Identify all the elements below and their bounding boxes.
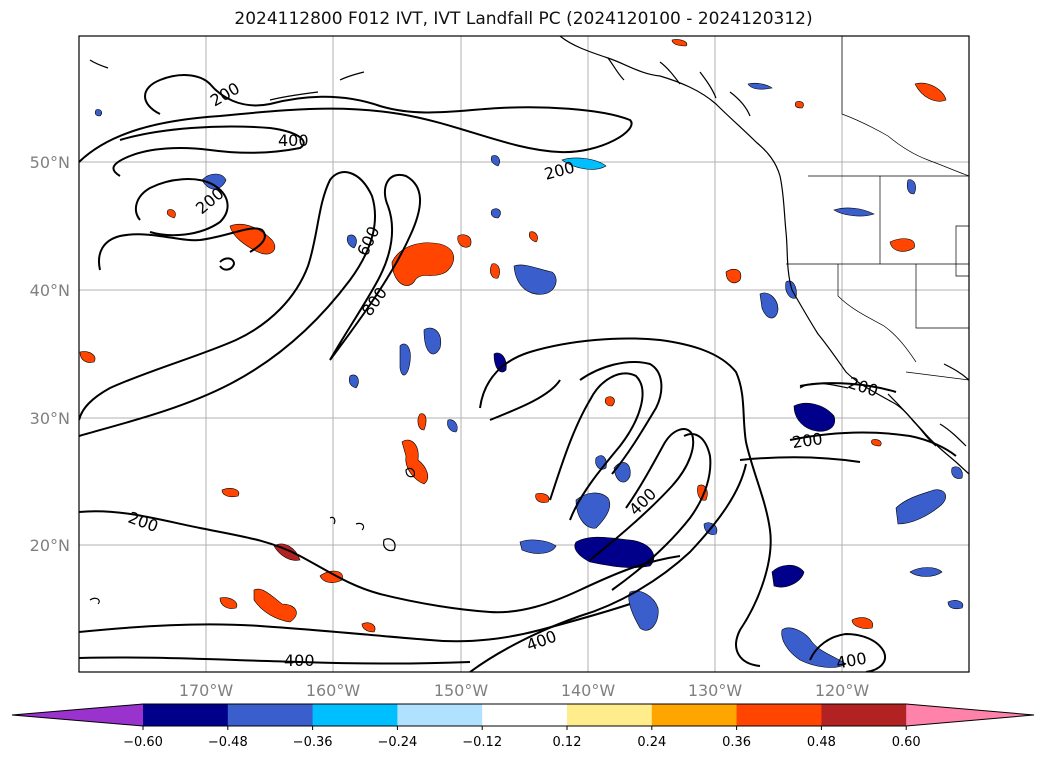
lat-label: 40°N [30, 281, 70, 300]
lon-label: 170°W [179, 681, 234, 700]
colorbar-extend-low [12, 704, 143, 726]
colorbar-tick-label: 0.12 [553, 735, 582, 750]
coastlines [89, 36, 969, 605]
lon-label: 160°W [306, 681, 361, 700]
contour-label: 400 [835, 649, 868, 673]
colorbar-segment [736, 704, 822, 726]
colorbar-segment [821, 704, 907, 726]
ivt-contours [79, 74, 957, 672]
lon-label: 120°W [815, 681, 870, 700]
colorbar-tick-label: 0.36 [722, 735, 751, 750]
colorbar-segment [651, 704, 738, 726]
colorbar-tick-label: −0.48 [208, 735, 248, 750]
contour-label: 200 [791, 429, 824, 452]
colorbar-segment [397, 704, 483, 726]
colorbar-segment [567, 704, 653, 726]
colorbar-tick-label: 0.60 [892, 735, 921, 750]
colorbar-segment [227, 704, 314, 726]
colorbar-tick-label: −0.36 [293, 735, 333, 750]
lon-label: 130°W [688, 681, 743, 700]
colorbar-segment [312, 704, 398, 726]
colorbar-tick-label: 0.48 [807, 735, 836, 750]
lat-label: 30°N [30, 409, 70, 428]
colorbar-tick-label: 0.24 [637, 735, 666, 750]
colorbar-tick-label: −0.24 [377, 735, 417, 750]
lat-label: 20°N [30, 536, 70, 555]
colorbar-tick-label: −0.12 [462, 735, 502, 750]
borders [786, 36, 969, 381]
colorbar-segment [143, 704, 229, 726]
map-title: 2024112800 F012 IVT, IVT Landfall PC (20… [234, 9, 813, 29]
map-frame [78, 35, 970, 673]
longitude-labels: 170°W 160°W 150°W 140°W 130°W 120°W [179, 681, 870, 700]
positive-pc-shading [79, 39, 947, 633]
lat-label: 50°N [30, 153, 70, 172]
colorbar: −0.60 −0.48 −0.36 −0.24 −0.12 0.12 0.24 0.36 0.4… [11, 703, 1035, 750]
contour-label: 400 [284, 651, 315, 670]
colorbar-tick-label: −0.60 [123, 735, 163, 750]
lon-label: 150°W [434, 681, 489, 700]
latitude-labels: 50°N 40°N 30°N 20°N [30, 153, 70, 555]
lon-label: 140°W [561, 681, 616, 700]
negative-pc-shading [94, 82, 964, 668]
colorbar-segment [482, 704, 568, 726]
contour-label: 400 [278, 131, 309, 150]
colorbar-extend-high [906, 704, 1034, 726]
